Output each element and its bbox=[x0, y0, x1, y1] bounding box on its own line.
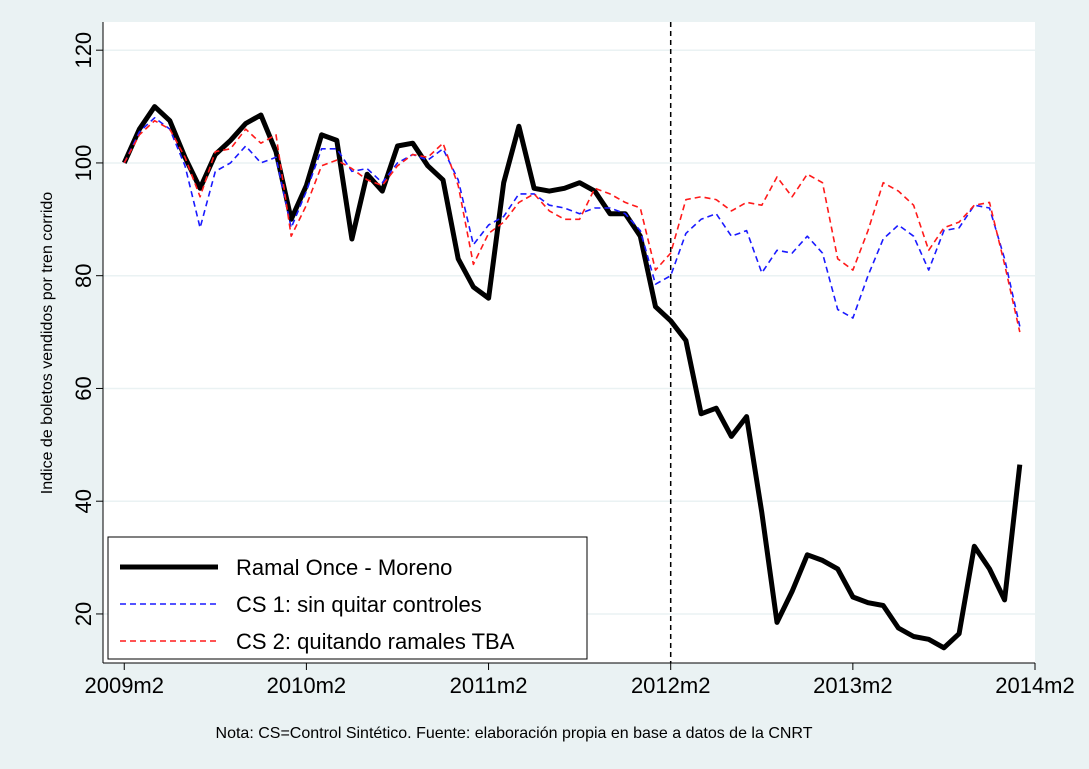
series-line bbox=[123, 117, 1021, 327]
y-tick-label: 20 bbox=[71, 602, 96, 626]
x-tick-label: 2011m2 bbox=[450, 673, 528, 698]
note: Nota: CS=Control Sintético. Fuente: elab… bbox=[216, 725, 813, 742]
y-tick-label: 80 bbox=[71, 263, 96, 287]
x-tick-label: 2014m2 bbox=[995, 673, 1075, 698]
y-tick-label: 100 bbox=[71, 145, 96, 182]
legend-label: Ramal Once - Moreno bbox=[236, 555, 452, 580]
x-tick-label: 2012m2 bbox=[631, 673, 711, 698]
series-line bbox=[123, 119, 1021, 333]
y-tick-label: 60 bbox=[71, 376, 96, 400]
x-tick-label: 2009m2 bbox=[84, 673, 164, 698]
x-tick-label: 2010m2 bbox=[267, 673, 347, 698]
y-tick-label: 120 bbox=[71, 32, 96, 69]
legend-label: CS 1: sin quitar controles bbox=[236, 592, 482, 617]
legend-label: CS 2: quitando ramales TBA bbox=[236, 629, 515, 654]
y-tick-label: 40 bbox=[71, 489, 96, 513]
legend-box bbox=[107, 536, 588, 660]
series-line bbox=[122, 104, 1023, 651]
x-tick-label: 2013m2 bbox=[813, 673, 893, 698]
y-axis-label: Indice de boletos vendidos por tren corr… bbox=[39, 192, 56, 495]
